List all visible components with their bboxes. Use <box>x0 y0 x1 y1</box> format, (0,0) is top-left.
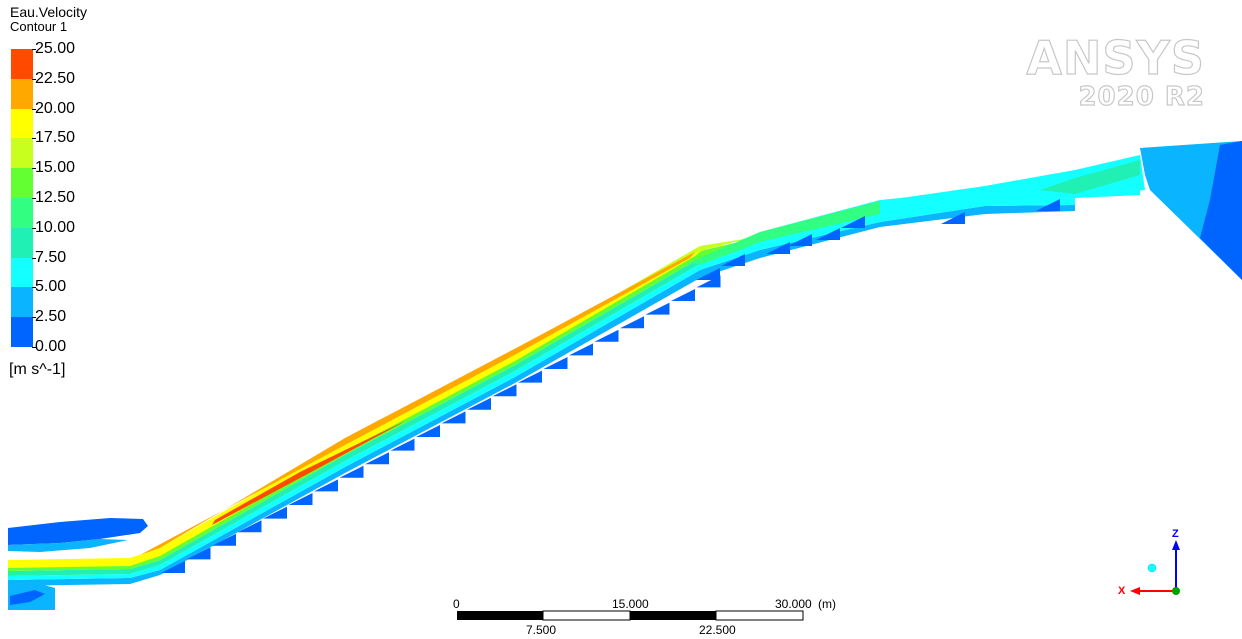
inlet-reservoir-core <box>1200 141 1242 280</box>
flow-surface-green <box>690 201 880 265</box>
colorbar-segment-3 <box>11 138 33 169</box>
step-pocket <box>237 520 262 533</box>
left-pool-lower-core <box>10 590 45 605</box>
legend-tick-0: 25.00 <box>31 40 76 57</box>
logo-brand: ANSYS <box>1026 31 1205 85</box>
step-pocket <box>696 268 720 280</box>
flow-band-bottom <box>8 205 1075 586</box>
colorbar-segment-7 <box>11 257 33 288</box>
step-pocket <box>467 397 491 410</box>
colorbar-segment-8 <box>11 287 33 318</box>
legend-tick-1: 22.50 <box>31 69 76 87</box>
step-pocket <box>543 357 568 369</box>
step-pocket <box>671 289 695 301</box>
step-pocket <box>841 216 865 228</box>
flow-band-red <box>212 421 405 525</box>
legend-tick-7: 7.50 <box>31 248 67 266</box>
legend-colorbar <box>11 49 33 347</box>
legend-tick-4: 15.00 <box>31 159 76 177</box>
colorbar-segment-2 <box>11 108 33 139</box>
x-axis-label: X <box>1118 585 1126 597</box>
step-pocket <box>314 479 338 492</box>
left-pool-upper <box>8 518 148 545</box>
step-pocket <box>212 533 236 546</box>
step-pocket <box>186 547 211 560</box>
flow-top-cyan <box>880 155 1145 216</box>
legend-subtitle: Contour 1 <box>10 19 68 34</box>
step-pocket <box>263 506 287 519</box>
flow-band-cyan <box>8 198 1075 580</box>
scale-label-30: 30.000 <box>775 597 812 611</box>
legend-units: [m s^-1] <box>9 361 66 378</box>
step-pocket <box>441 411 466 424</box>
step-pocket <box>518 370 542 383</box>
flow-top-teal <box>1040 160 1140 194</box>
colorbar-segment-9 <box>11 317 33 347</box>
step-pocket <box>816 228 840 240</box>
step-pocket <box>788 234 812 246</box>
step-pocket <box>339 465 364 478</box>
step-pocket <box>594 329 619 342</box>
legend-tick-2: 20.00 <box>31 99 76 117</box>
scale-label-22-5: 22.500 <box>699 623 736 637</box>
legend-tick-3: 17.50 <box>31 129 76 147</box>
colorbar-segment-6 <box>11 227 33 258</box>
step-pocket <box>416 425 440 437</box>
legend-title: Eau.Velocity <box>10 4 88 20</box>
scale-unit: (m) <box>818 597 836 611</box>
chute-steps <box>161 199 1060 573</box>
colorbar-segment-5 <box>11 197 33 228</box>
colorbar-segment-0 <box>11 49 33 79</box>
step-pocket <box>766 242 790 254</box>
left-pool-upper-edge <box>8 539 128 552</box>
z-axis-label: Z <box>1172 528 1179 540</box>
step-pocket <box>645 302 670 315</box>
step-pocket <box>390 438 415 451</box>
step-pocket <box>492 384 517 397</box>
legend-tick-5: 12.50 <box>31 189 76 206</box>
legend-tick-8: 5.00 <box>31 278 67 296</box>
step-pocket <box>941 212 965 224</box>
colorbar-segment-1 <box>11 78 33 109</box>
flow-band-orange <box>140 252 695 555</box>
legend-tick-6: 10.00 <box>31 218 76 236</box>
step-pocket <box>569 343 593 356</box>
step-pocket <box>365 452 389 465</box>
scale-label-15: 15.000 <box>612 597 649 611</box>
step-pocket <box>1036 199 1060 211</box>
legend-tick-9: 2.50 <box>31 308 67 326</box>
step-pocket <box>620 316 644 329</box>
scale-label-7-5: 7.500 <box>526 623 557 637</box>
step-pocket <box>161 561 185 573</box>
legend-tick-10: 0.00 <box>31 338 67 355</box>
ansys-logo: ANSYS 2020 R2 <box>1026 31 1205 112</box>
logo-version: 2020 R2 <box>1078 82 1205 112</box>
step-pocket <box>288 493 313 505</box>
colorbar-segment-4 <box>11 168 33 198</box>
scale-label-0: 0 <box>453 597 460 611</box>
step-pocket <box>721 254 745 266</box>
